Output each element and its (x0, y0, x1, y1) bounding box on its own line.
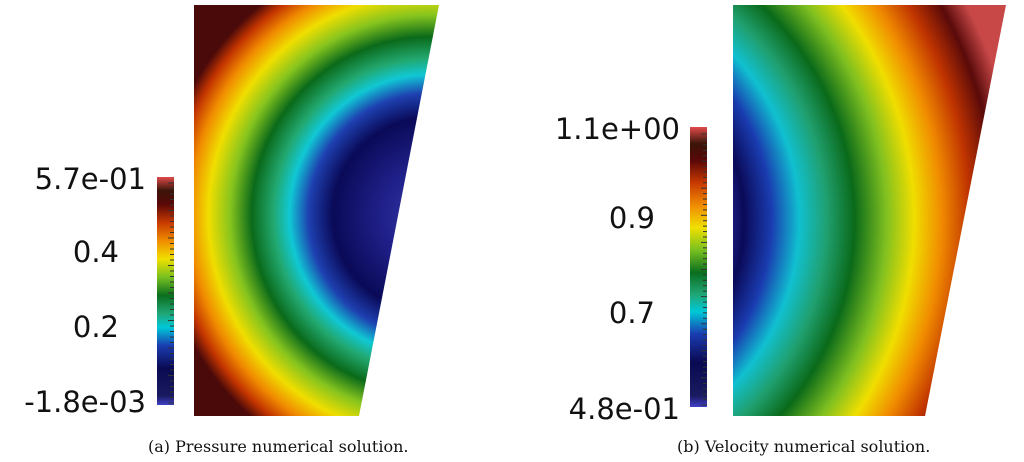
pressure-caption: (a) Pressure numerical solution. (148, 437, 408, 456)
velocity-tick-0.9: 0.9 (609, 201, 655, 235)
pressure-colorbar-gradient (157, 177, 174, 405)
velocity-colorbar-gradient (690, 127, 707, 407)
pressure-panel: 5.7e-01 0.4 0.2 -1.8e-03 (a) Pressure nu… (24, 5, 439, 456)
pressure-tick-max: 5.7e-01 (35, 162, 146, 196)
velocity-caption: (b) Velocity numerical solution. (677, 437, 930, 456)
pressure-tick-0.4: 0.4 (73, 235, 119, 269)
velocity-tick-0.7: 0.7 (609, 296, 655, 330)
pressure-tick-0.2: 0.2 (73, 310, 119, 344)
velocity-colorbar-ticks (701, 133, 707, 406)
pressure-colorbar (157, 177, 174, 405)
velocity-panel: 1.1e+00 0.9 0.7 4.8e-01 (b) Velocity num… (555, 5, 1006, 456)
pressure-colorbar-ticks (168, 182, 174, 404)
velocity-field-plot (733, 5, 1006, 416)
velocity-tick-min: 4.8e-01 (569, 392, 680, 426)
velocity-colorbar (690, 127, 707, 407)
velocity-tick-max: 1.1e+00 (555, 112, 680, 146)
pressure-tick-min: -1.8e-03 (24, 385, 146, 419)
pressure-field-plot (194, 5, 439, 416)
